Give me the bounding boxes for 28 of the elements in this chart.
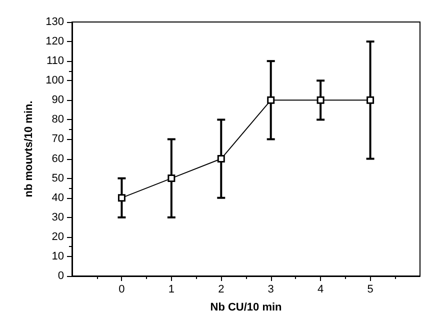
y-tick-label: 110 [46,55,64,68]
x-tick-label: 2 [218,284,224,296]
point [267,96,275,104]
x-axis-title: Nb CU/10 min [210,302,282,314]
point [316,96,324,104]
x-tick-label: 4 [318,284,324,296]
point [366,96,374,104]
y-tick-label: 120 [46,36,64,48]
y-tick-label: 60 [52,152,64,165]
y-tick-label: 70 [52,133,64,146]
y-tick-label: 20 [52,230,64,243]
point [168,174,176,182]
y-axis-title: nb mouvts/10 min. [23,100,36,198]
y-tick-label: 80 [52,114,64,126]
y-tick-label: 40 [52,192,64,204]
y-tick-label: 130 [46,16,64,28]
x-tick-label: 0 [118,284,125,296]
y-tick-label: 0 [58,270,64,282]
y-tick-label: 10 [52,250,64,262]
x-tick-label: 3 [268,284,274,296]
x-tick-label: 1 [168,284,174,296]
point [118,194,126,202]
point [217,155,225,163]
x-tick-label: 5 [367,284,374,296]
y-tick-label: 50 [52,172,64,184]
y-tick-label: 30 [52,211,64,224]
y-tick-label: 90 [52,94,64,106]
y-tick-label: 100 [46,74,64,87]
